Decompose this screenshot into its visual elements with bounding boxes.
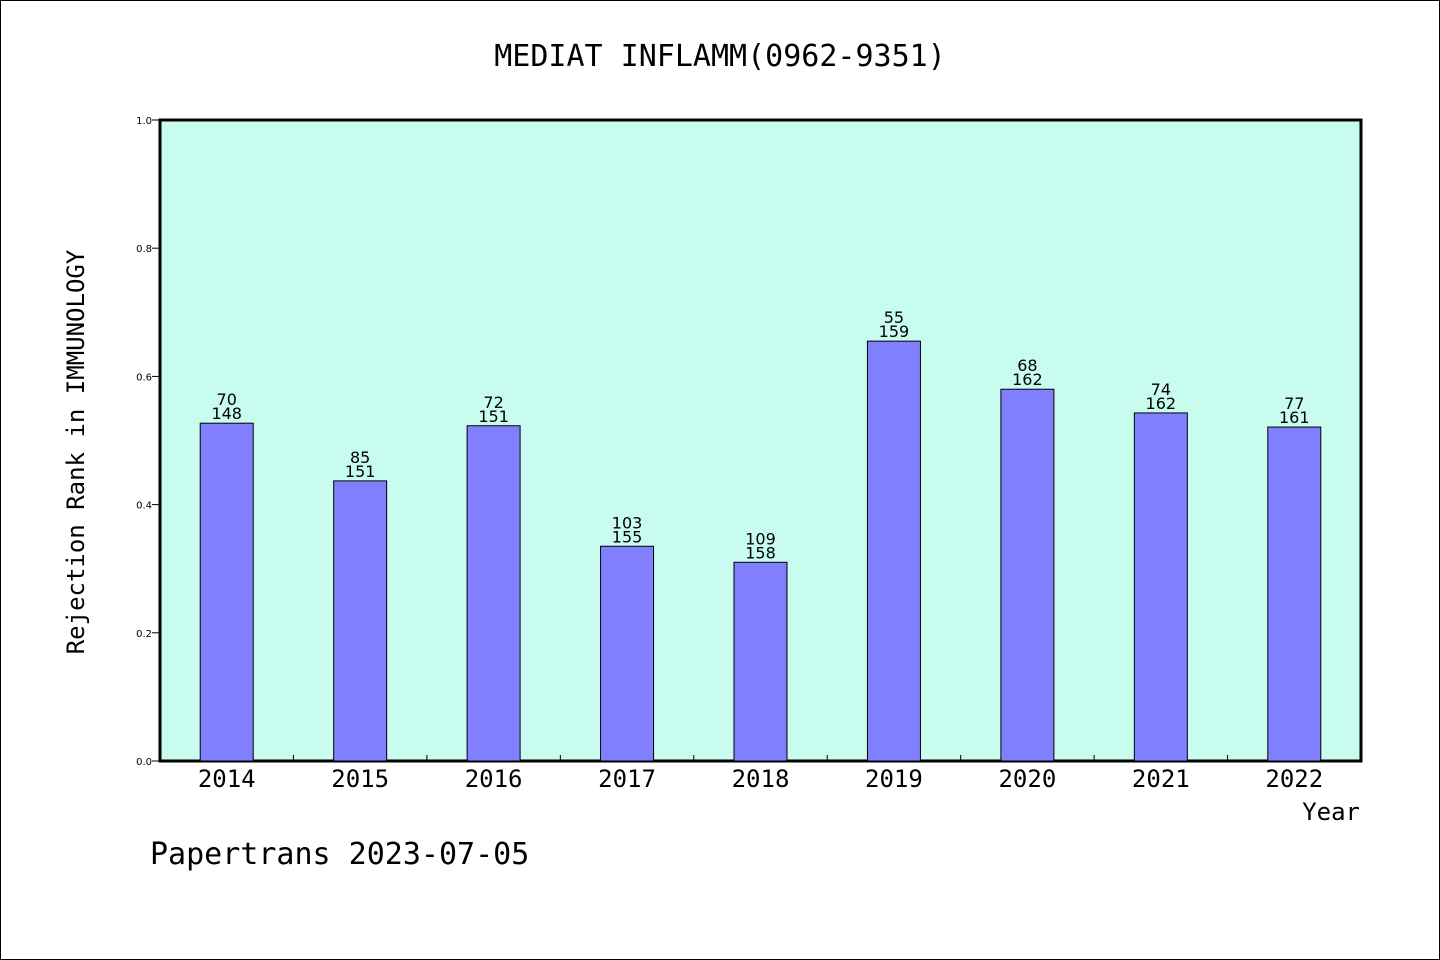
bar-total-label: 162 [1012, 370, 1043, 389]
bars [199, 340, 1322, 762]
bar-rank-label: 103 [612, 513, 643, 532]
y-tick-label: 0.8 [136, 244, 152, 255]
y-tick-label: 0.6 [136, 372, 152, 383]
x-tick-label: 2016 [465, 765, 523, 793]
bar-total-label: 148 [211, 404, 242, 423]
x-tick-label: 2018 [732, 765, 790, 793]
bar-total-label: 162 [1146, 394, 1177, 413]
bar-2015 [333, 480, 388, 762]
y-tick-label: 0.2 [136, 629, 152, 640]
bar-2018 [733, 561, 788, 762]
bar-rank-label: 85 [350, 448, 370, 467]
y-tick-label: 0.0 [136, 757, 152, 768]
y-axis-ticks: 0.0 0.2 0.4 0.6 0.8 1.0 [136, 116, 160, 768]
y-tick-label: 1.0 [136, 116, 152, 127]
bar-total-label: 158 [745, 543, 776, 562]
x-axis-ticks: 2014 2015 2016 2017 2018 2019 2020 2021 2022 [198, 755, 1323, 793]
x-tick-label: 2019 [865, 765, 923, 793]
bar-rank-label: 74 [1151, 380, 1171, 399]
x-tick-label: 2020 [998, 765, 1056, 793]
bar-total-label: 161 [1279, 408, 1310, 427]
bar-total-label: 159 [879, 322, 910, 341]
bar-2019 [866, 340, 921, 762]
x-tick-label: 2021 [1132, 765, 1190, 793]
bar-rank-label: 70 [217, 390, 237, 409]
x-axis-label: Year [1302, 798, 1360, 826]
x-tick-label: 2022 [1265, 765, 1323, 793]
bar-2016 [466, 425, 521, 762]
bar-rank-label: 72 [483, 393, 503, 412]
bar-2021 [1133, 412, 1188, 762]
bar-rank-label: 68 [1017, 356, 1037, 375]
bar-rank-label: 109 [745, 529, 776, 548]
bar-rank-label: 55 [884, 308, 904, 327]
bar-2022 [1267, 426, 1322, 762]
bar-rank-label: 77 [1284, 394, 1304, 413]
bar-2017 [600, 545, 655, 762]
x-tick-label: 2017 [598, 765, 656, 793]
x-tick-label: 2015 [331, 765, 389, 793]
y-axis-label: Rejection Rank in IMMUNOLOGY [62, 249, 90, 654]
chart-title: MEDIAT INFLAMM(0962-9351) [494, 39, 946, 74]
x-tick-label: 2014 [198, 765, 256, 793]
footer-text: Papertrans 2023-07-05 [150, 837, 529, 872]
y-tick-label: 0.4 [136, 501, 152, 512]
bar-total-label: 151 [478, 407, 509, 426]
bar-total-label: 155 [612, 527, 643, 546]
bar-2020 [1000, 388, 1055, 762]
bar-2014 [199, 422, 254, 762]
bar-total-label: 151 [345, 462, 376, 481]
